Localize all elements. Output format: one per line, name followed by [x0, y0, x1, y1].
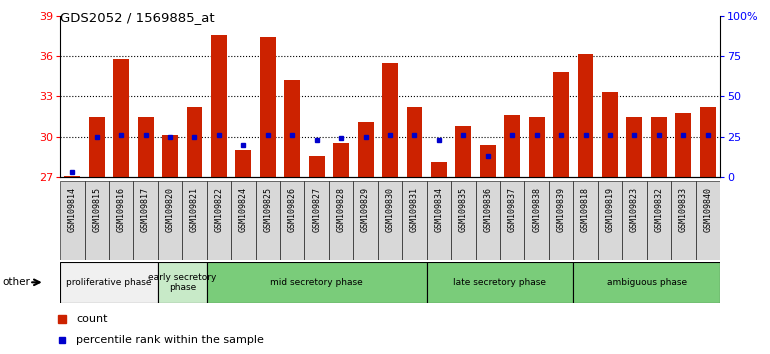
- Bar: [671, 181, 695, 260]
- Text: GSM109830: GSM109830: [386, 187, 394, 232]
- Bar: [476, 181, 500, 260]
- Text: GSM109825: GSM109825: [263, 187, 273, 232]
- Bar: [133, 181, 158, 260]
- Bar: [549, 181, 574, 260]
- Text: GSM109814: GSM109814: [68, 187, 77, 232]
- Bar: [574, 181, 598, 260]
- Text: percentile rank within the sample: percentile rank within the sample: [76, 335, 264, 345]
- Bar: [113, 59, 129, 177]
- Bar: [500, 181, 524, 260]
- Bar: [651, 116, 667, 177]
- Text: mid secretory phase: mid secretory phase: [270, 278, 363, 287]
- Bar: [524, 181, 549, 260]
- Bar: [284, 80, 300, 177]
- Bar: [529, 116, 544, 177]
- Bar: [378, 181, 402, 260]
- Bar: [162, 135, 178, 177]
- Text: GSM109832: GSM109832: [654, 187, 663, 232]
- Text: late secretory phase: late secretory phase: [454, 278, 547, 287]
- Bar: [109, 181, 133, 260]
- Text: GSM109834: GSM109834: [434, 187, 444, 232]
- Text: GSM109836: GSM109836: [484, 187, 492, 232]
- Bar: [280, 181, 304, 260]
- Text: proliferative phase: proliferative phase: [66, 278, 152, 287]
- Bar: [602, 92, 618, 177]
- Bar: [402, 181, 427, 260]
- Bar: [236, 150, 251, 177]
- Bar: [231, 181, 256, 260]
- Bar: [60, 262, 158, 303]
- Text: count: count: [76, 314, 108, 324]
- Text: ambiguous phase: ambiguous phase: [607, 278, 687, 287]
- Text: GSM109829: GSM109829: [361, 187, 370, 232]
- Text: GSM109828: GSM109828: [336, 187, 346, 232]
- Bar: [451, 181, 476, 260]
- Bar: [206, 262, 427, 303]
- Bar: [329, 181, 353, 260]
- Bar: [407, 107, 423, 177]
- Bar: [138, 116, 153, 177]
- Bar: [700, 107, 715, 177]
- Bar: [357, 122, 373, 177]
- Text: GSM109821: GSM109821: [190, 187, 199, 232]
- Bar: [578, 53, 594, 177]
- Bar: [259, 38, 276, 177]
- Bar: [206, 181, 231, 260]
- Bar: [60, 181, 85, 260]
- Text: GSM109840: GSM109840: [703, 187, 712, 232]
- Bar: [480, 145, 496, 177]
- Text: GSM109819: GSM109819: [605, 187, 614, 232]
- Bar: [186, 107, 203, 177]
- Text: GSM109833: GSM109833: [679, 187, 688, 232]
- Bar: [431, 162, 447, 177]
- Text: GSM109831: GSM109831: [410, 187, 419, 232]
- Text: GDS2052 / 1569885_at: GDS2052 / 1569885_at: [60, 11, 215, 24]
- Bar: [427, 262, 574, 303]
- Text: GSM109835: GSM109835: [459, 187, 468, 232]
- Bar: [304, 181, 329, 260]
- Bar: [675, 113, 691, 177]
- Bar: [353, 181, 378, 260]
- Text: GSM109820: GSM109820: [166, 187, 175, 232]
- Bar: [504, 115, 521, 177]
- Text: GSM109815: GSM109815: [92, 187, 101, 232]
- Text: GSM109824: GSM109824: [239, 187, 248, 232]
- Bar: [89, 116, 105, 177]
- Bar: [574, 262, 720, 303]
- Text: GSM109827: GSM109827: [312, 187, 321, 232]
- Bar: [309, 155, 325, 177]
- Bar: [427, 181, 451, 260]
- Text: other: other: [2, 277, 30, 287]
- Bar: [65, 176, 80, 177]
- Text: GSM109837: GSM109837: [507, 187, 517, 232]
- Bar: [455, 126, 471, 177]
- Bar: [158, 181, 182, 260]
- Text: early secretory
phase: early secretory phase: [148, 273, 216, 292]
- Bar: [695, 181, 720, 260]
- Text: GSM109817: GSM109817: [141, 187, 150, 232]
- Bar: [85, 181, 109, 260]
- Bar: [256, 181, 280, 260]
- Text: GSM109823: GSM109823: [630, 187, 639, 232]
- Text: GSM109816: GSM109816: [117, 187, 126, 232]
- Bar: [622, 181, 647, 260]
- Text: GSM109826: GSM109826: [288, 187, 296, 232]
- Bar: [647, 181, 671, 260]
- Text: GSM109818: GSM109818: [581, 187, 590, 232]
- Bar: [211, 35, 227, 177]
- Bar: [333, 143, 349, 177]
- Text: GSM109838: GSM109838: [532, 187, 541, 232]
- Bar: [158, 262, 206, 303]
- Text: GSM109839: GSM109839: [557, 187, 566, 232]
- Bar: [553, 72, 569, 177]
- Bar: [627, 116, 642, 177]
- Bar: [598, 181, 622, 260]
- Bar: [182, 181, 206, 260]
- Bar: [382, 63, 398, 177]
- Text: GSM109822: GSM109822: [214, 187, 223, 232]
